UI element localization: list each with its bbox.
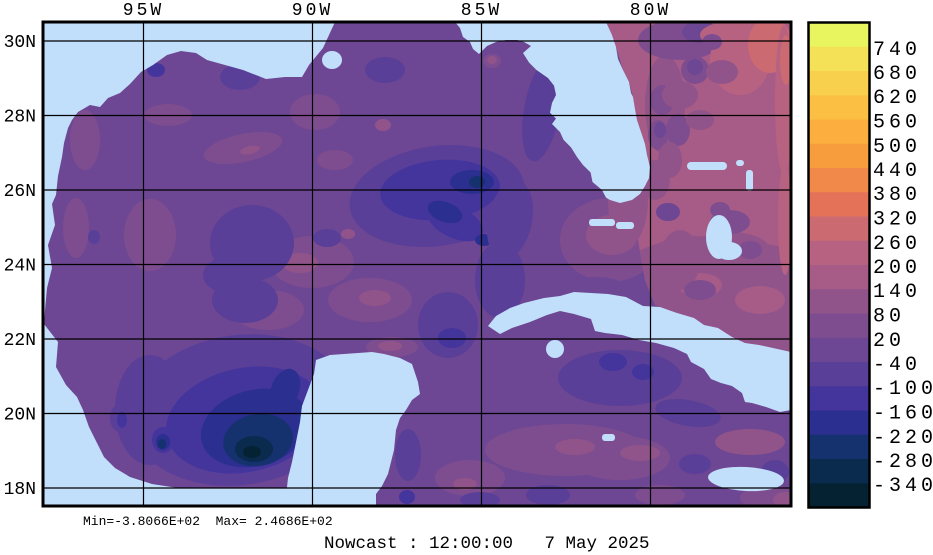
svg-text:680: 680 bbox=[873, 63, 921, 86]
svg-text:320: 320 bbox=[873, 209, 921, 232]
svg-text:30N: 30N bbox=[4, 33, 36, 53]
svg-text:380: 380 bbox=[873, 184, 921, 207]
svg-text:-100: -100 bbox=[873, 378, 933, 401]
svg-text:90W: 90W bbox=[292, 1, 333, 21]
svg-text:95W: 95W bbox=[123, 1, 164, 21]
svg-text:-280: -280 bbox=[873, 451, 933, 474]
svg-text:20N: 20N bbox=[4, 406, 36, 426]
svg-text:560: 560 bbox=[873, 112, 921, 135]
svg-text:18N: 18N bbox=[4, 480, 36, 500]
svg-text:28N: 28N bbox=[4, 108, 36, 128]
svg-text:620: 620 bbox=[873, 87, 921, 110]
svg-text:Nowcast : 12:00:00 7 May 202: Nowcast : 12:00:00 7 May 2025 bbox=[324, 534, 650, 554]
svg-text:260: 260 bbox=[873, 233, 921, 256]
svg-text:440: 440 bbox=[873, 160, 921, 183]
svg-text:500: 500 bbox=[873, 136, 921, 159]
svg-text:140: 140 bbox=[873, 281, 921, 304]
svg-text:26N: 26N bbox=[4, 182, 36, 202]
svg-text:22N: 22N bbox=[4, 331, 36, 351]
svg-text:24N: 24N bbox=[4, 257, 36, 277]
svg-text:Min=-3.8066E+02 Max= 2.4686E+: Min=-3.8066E+02 Max= 2.4686E+02 bbox=[83, 514, 333, 529]
svg-text:-40: -40 bbox=[873, 354, 921, 377]
svg-text:740: 740 bbox=[873, 39, 921, 62]
svg-text:80W: 80W bbox=[630, 1, 671, 21]
svg-text:20: 20 bbox=[873, 330, 905, 353]
svg-text:-160: -160 bbox=[873, 403, 933, 426]
svg-text:-220: -220 bbox=[873, 427, 933, 450]
svg-text:85W: 85W bbox=[461, 1, 502, 21]
svg-text:-340: -340 bbox=[873, 475, 933, 498]
svg-text:200: 200 bbox=[873, 257, 921, 280]
svg-text:80: 80 bbox=[873, 306, 905, 329]
